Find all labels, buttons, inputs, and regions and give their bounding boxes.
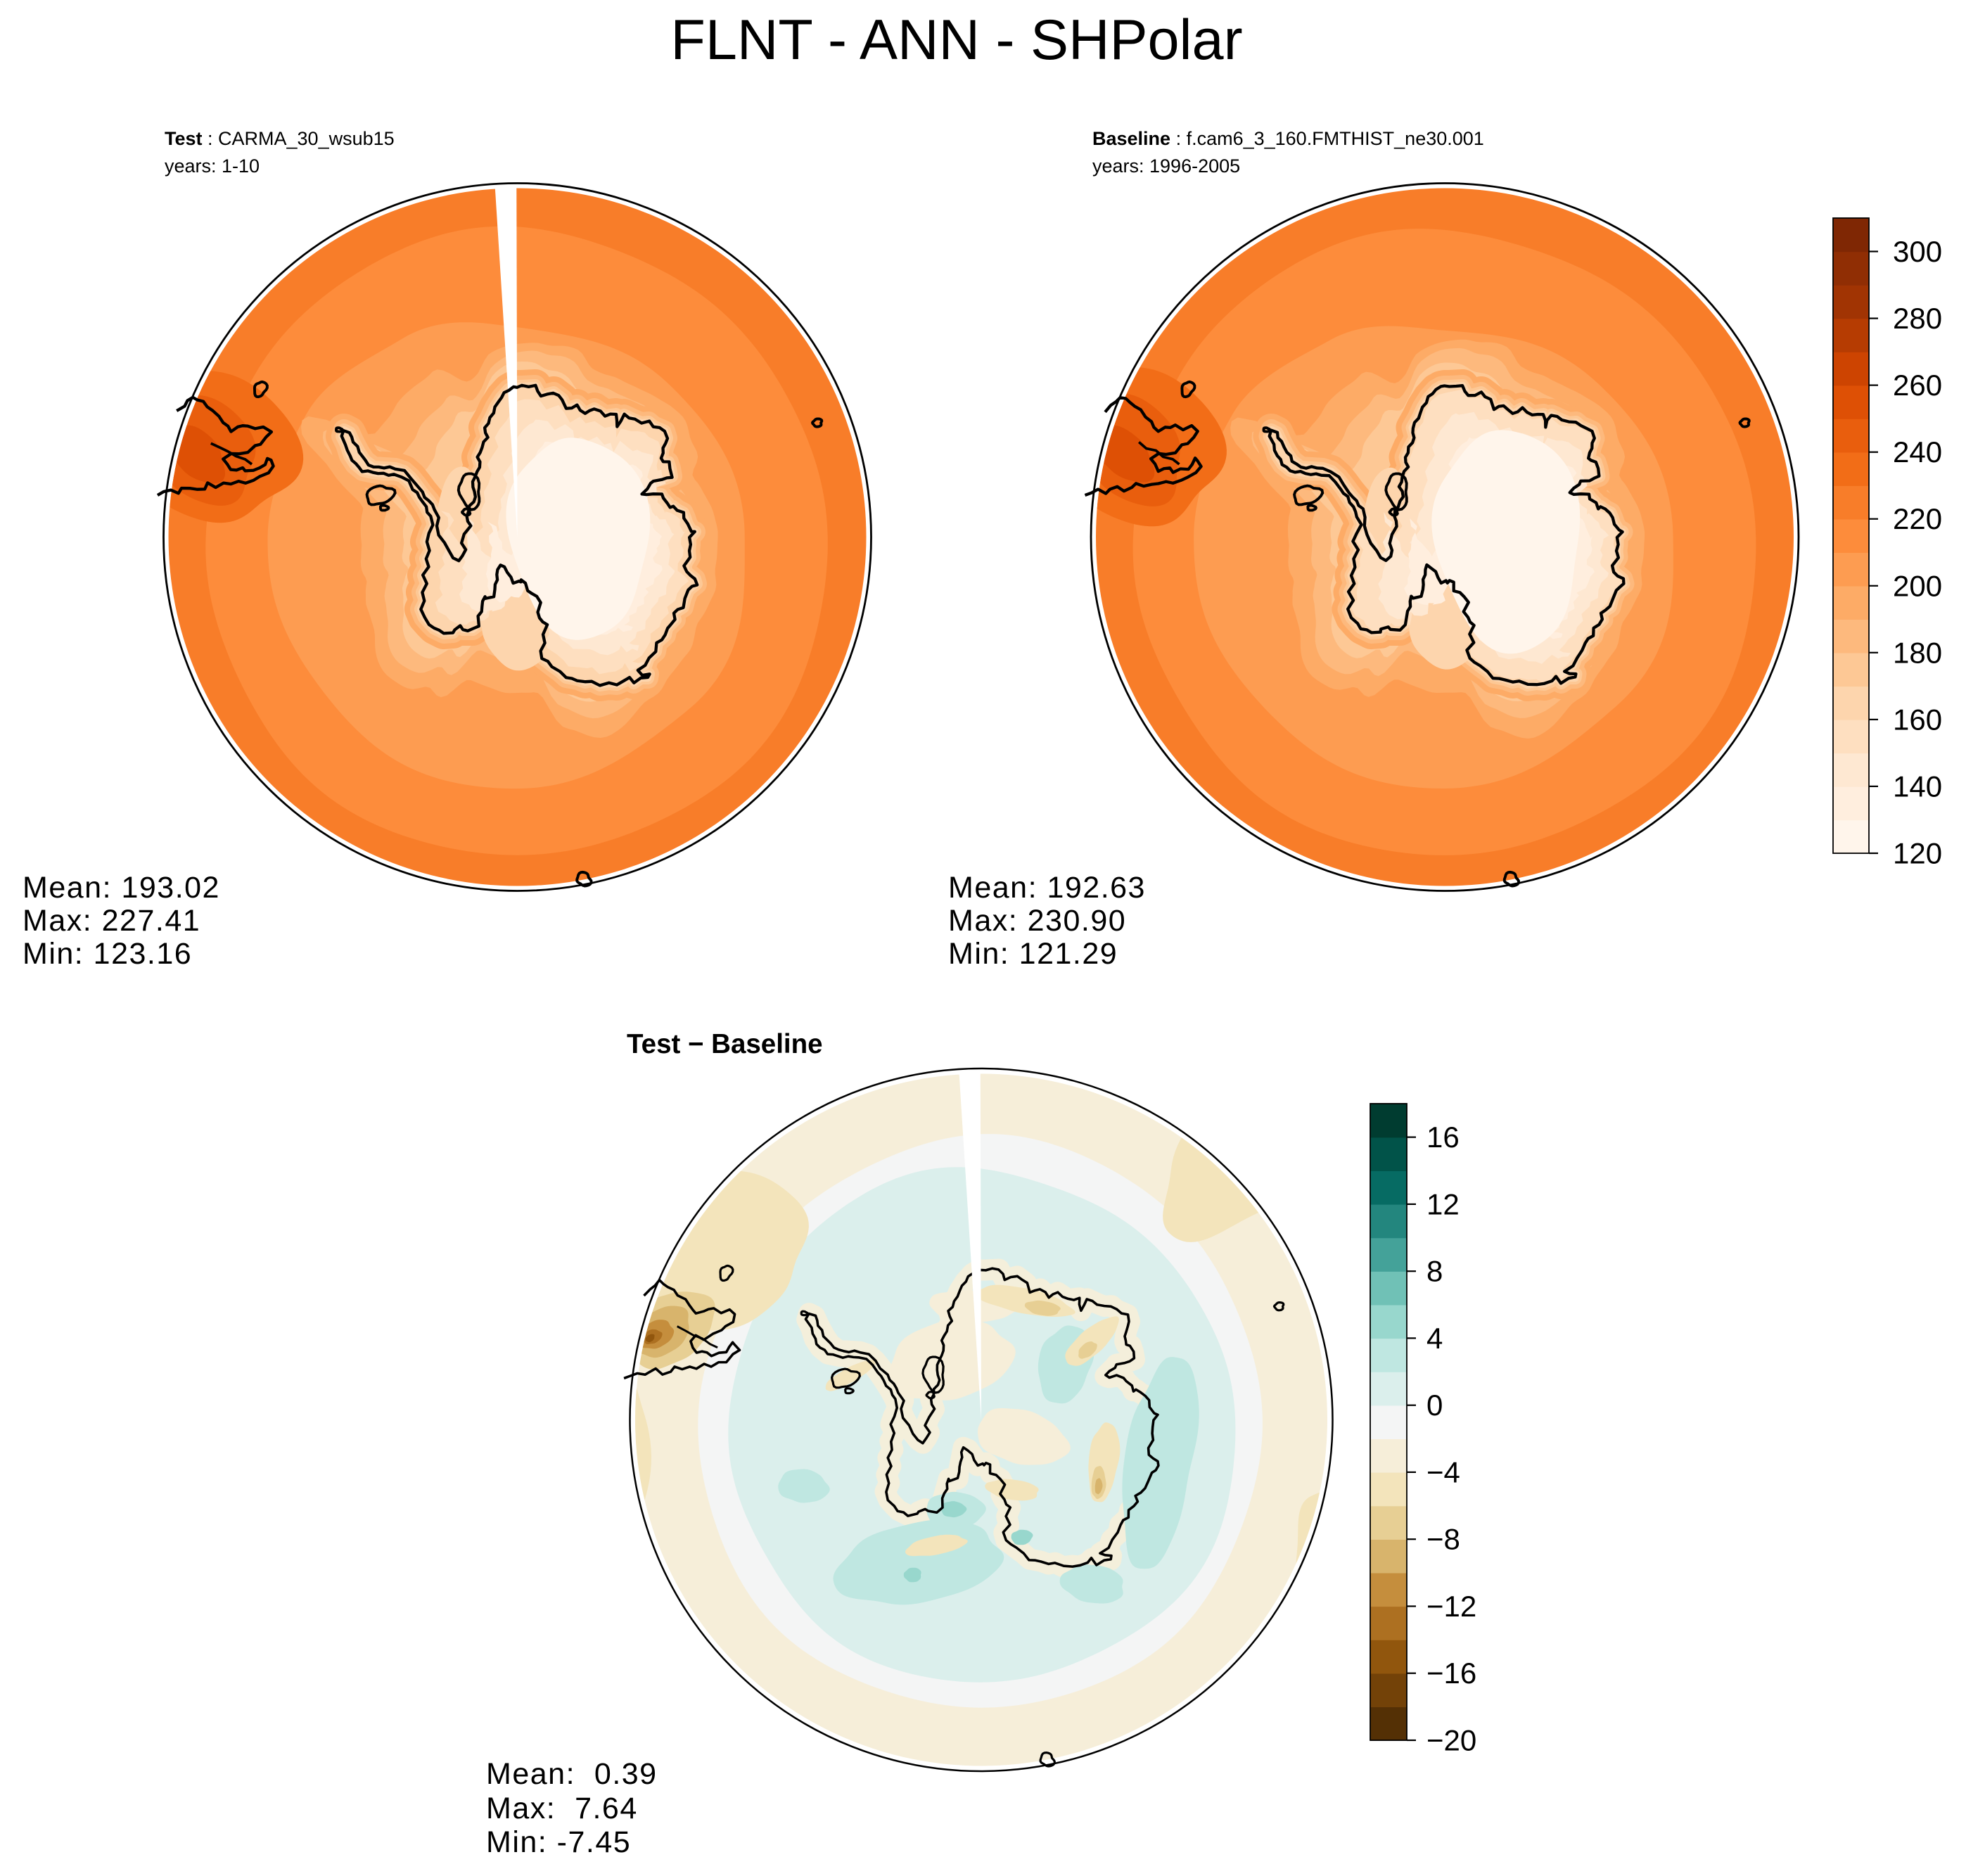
svg-text:Max: 230.90: Max: 230.90: [948, 904, 1126, 938]
svg-text:8: 8: [1426, 1255, 1443, 1288]
svg-text:4: 4: [1426, 1322, 1443, 1355]
svg-text:160: 160: [1893, 703, 1942, 736]
svg-text:280: 280: [1893, 302, 1942, 335]
svg-text:−12: −12: [1426, 1590, 1476, 1623]
svg-text:years: 1-10: years: 1-10: [165, 155, 260, 177]
svg-text:240: 240: [1893, 435, 1942, 468]
svg-text:Mean: 0.39: Mean: 0.39: [486, 1757, 658, 1791]
svg-text:Min: -7.45: Min: -7.45: [486, 1825, 631, 1859]
svg-text:Mean: 192.63: Mean: 192.63: [948, 871, 1146, 905]
svg-text:12: 12: [1426, 1187, 1460, 1220]
svg-text:Mean: 193.02: Mean: 193.02: [23, 871, 220, 905]
svg-text:120: 120: [1893, 837, 1942, 870]
svg-text:−16: −16: [1426, 1657, 1476, 1690]
svg-text:Min: 123.16: Min: 123.16: [23, 937, 192, 971]
svg-text:years: 1996-2005: years: 1996-2005: [1092, 155, 1240, 177]
svg-text:260: 260: [1893, 369, 1942, 402]
svg-text:−4: −4: [1426, 1455, 1460, 1488]
svg-text:200: 200: [1893, 569, 1942, 602]
svg-text:Max: 7.64: Max: 7.64: [486, 1792, 638, 1825]
svg-text:180: 180: [1893, 636, 1942, 669]
svg-text:220: 220: [1893, 502, 1942, 535]
svg-text:Test − Baseline: Test − Baseline: [627, 1029, 823, 1059]
svg-text:Test : CARMA_30_wsub15: Test : CARMA_30_wsub15: [165, 128, 395, 149]
svg-text:16: 16: [1426, 1121, 1460, 1154]
svg-text:Baseline : f.cam6_3_160.FMTHIS: Baseline : f.cam6_3_160.FMTHIST_ne30.001: [1092, 128, 1484, 149]
svg-text:−20: −20: [1426, 1724, 1476, 1757]
svg-text:140: 140: [1893, 770, 1942, 803]
svg-text:Max: 227.41: Max: 227.41: [23, 904, 200, 938]
svg-text:0: 0: [1426, 1389, 1443, 1422]
svg-text:FLNT - ANN - SHPolar: FLNT - ANN - SHPolar: [670, 8, 1242, 72]
svg-text:−8: −8: [1426, 1523, 1460, 1556]
svg-text:300: 300: [1893, 235, 1942, 268]
svg-text:Min: 121.29: Min: 121.29: [948, 937, 1118, 971]
